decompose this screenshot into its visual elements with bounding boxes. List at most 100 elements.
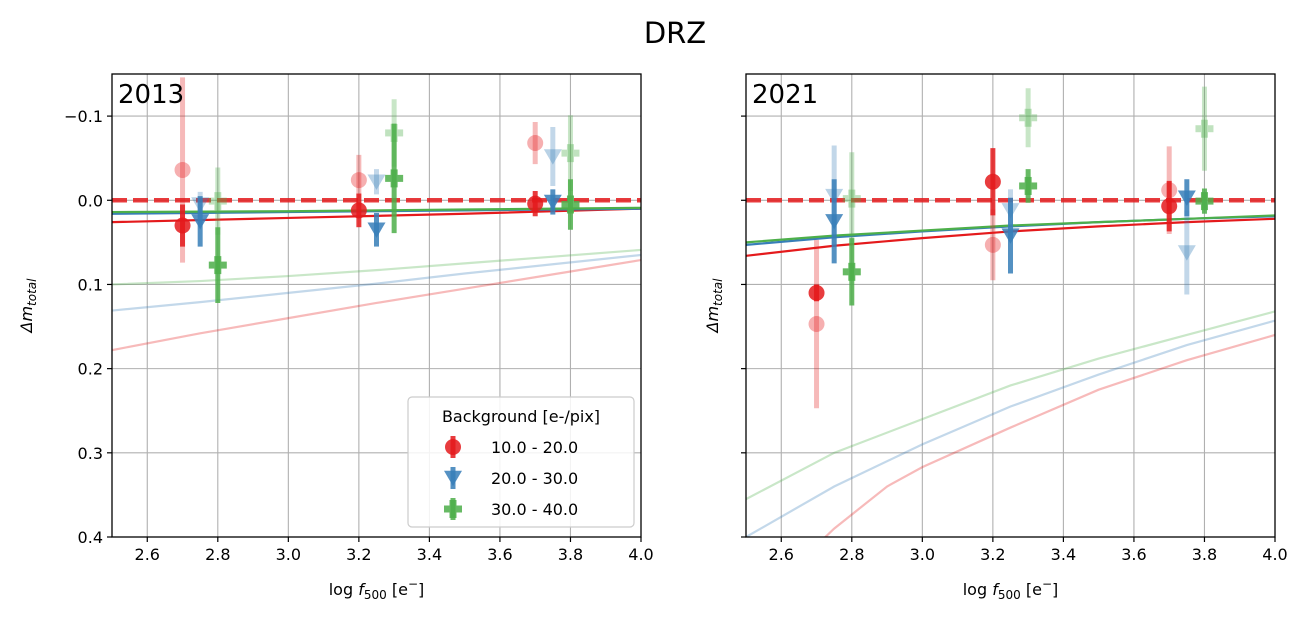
panel-2013-faint-point-0-2 [527,135,544,152]
panel-2021-point-1-2-shape [1177,190,1196,206]
panel-2021-xtick-label: 2.6 [769,545,794,564]
panel-2021-faint-point-0-0-shape [808,316,825,333]
panel-2013-ytick-label: 0.2 [78,360,103,379]
panel-2013-faint-point-1-2 [543,149,562,165]
legend-marker-2 [444,500,462,518]
panel-2013-plot-area [112,77,641,352]
panel-2021-faint-point-1-2-shape [1177,245,1196,261]
panel-2021-faint-curve-0 [823,333,1275,537]
panel-2013-faint-curve-1 [112,253,641,312]
panel-2021-xtick-label: 3.4 [1051,545,1076,564]
panel-2021-point-0-2-shape [1161,198,1178,215]
legend-marker-0 [445,439,461,455]
panel-2021-xtick-label: 4.0 [1262,545,1287,564]
panel-2021-point-0-0-shape [808,284,825,301]
panel-2021-faint-curve-2 [746,310,1275,501]
panel-2013-faint-point-0-1 [350,172,367,189]
panel-2013-xlabel-var: f [358,580,366,599]
panel-2021-faint-point-2-2 [1195,119,1214,138]
panel-2021-point-2-1-shape-v [1024,176,1032,195]
panel-2013-point-1-0 [191,214,210,230]
panel-2021-xlabel: log f500 [e−] [963,577,1059,602]
panel-2013-xtick-label: 4.0 [628,545,653,564]
panel-2013-faint-point-2-2 [561,144,580,163]
panel-2021-xtick-label: 3.8 [1192,545,1217,564]
panel-2021-point-1-2 [1177,190,1196,206]
panel-2013-year-label: 2013 [118,80,184,110]
figure-title: DRZ [644,16,706,50]
panel-2013-point-2-1 [385,169,404,188]
panel-2013-point-1-1 [367,222,386,238]
panel-2021-faint-point-2-0 [842,189,861,208]
panel-2021-point-1-1 [1001,228,1020,244]
panel-2021-faint-point-2-1-shape-h [1019,114,1038,122]
panel-2013-point-0-0-shape [174,217,191,234]
panel-2013-faint-point-1-1 [367,174,386,190]
panel-2013-faint-point-0-0-shape [174,161,191,178]
panel-2013-ytick-label: 0.0 [78,191,103,210]
panel-2021-point-1-1-shape [1001,228,1020,244]
panel-2013-xtick-label: 3.2 [346,545,371,564]
panel-2013-xtick-label: 3.6 [487,545,512,564]
panel-2013-point-2-2 [561,195,580,214]
panel-2013-xtick-label: 2.6 [135,545,160,564]
panel-2021-xtick-label: 3.0 [910,545,935,564]
panel-2013-faint-point-1-2-shape [543,149,562,165]
panel-2021-point-2-0-shape-v [848,262,856,281]
panel-2021-faint-point-2-1-shape-v [1024,108,1032,127]
panel-2021-xtick-label: 3.2 [980,545,1005,564]
panel-2013-faint-point-2-2-shape-v [566,144,574,163]
legend-box [407,396,635,528]
panel-2021-faint-point-2-0-shape-h [842,195,861,203]
panel-2013-axes-frame [111,73,642,538]
panel-2021-faint-point-0-0 [808,316,825,333]
panel-2013-point-1-0-shape [191,214,210,230]
panel-2013-point-2-0-shape-v [214,256,222,275]
panel-2021-point-0-1-shape [984,173,1001,190]
panel-2021-plot-area [746,86,1275,537]
legend-entry-2: 30.0 - 40.0 [491,500,578,519]
panel-2013-point-1-1-shape [367,222,386,238]
panel-2013-ylabel-main: Δm [17,306,36,335]
panel-2021-point-0-2 [1161,198,1178,215]
panel-2021-faint-point-2-2-shape-v [1200,119,1208,138]
panel-2013-faint-point-2-0-shape-v [214,192,222,211]
panel-2013-faint-point-0-1-shape [350,172,367,189]
panel-2013-point-1-2 [543,194,562,211]
panel-2013-xtick-label: 2.8 [205,545,230,564]
panel-2013-point-2-1-shape-v [390,169,398,188]
panel-2021-xlabel-close: ] [1052,580,1058,599]
panel-2013-ytick-label: 0.3 [78,444,103,463]
panel-2013: 2.6 2.8 3.0 3.2 3.4 3.6 3.8 4.0 −0.1 0.0 0.1 0.2 0.3… [17,73,654,602]
panel-2013-faint-point-1-1-shape [367,174,386,190]
panel-2021-faint-point-1-2 [1177,245,1196,261]
panel-2021-xlabel-sub: 500 [998,588,1021,602]
panel-2021-point-2-0 [842,262,861,281]
panel-2013-point-0-1-shape [350,202,367,219]
legend-marker-0-shape [445,439,461,455]
panel-2021-axes-frame [745,73,1276,538]
legend-entry-1: 20.0 - 30.0 [491,469,578,488]
panel-2013-point-0-1 [350,202,367,219]
panel-2021-ylabel: Δmtotal [703,278,725,335]
panel-2021-point-1-0 [825,214,844,230]
panel-2021-faint-point-2-2-shape-h [1195,125,1214,133]
panel-2013-ylabel: Δmtotal [17,278,39,335]
panel-2013-ytick-label: 0.1 [78,275,103,294]
panel-2021-xtick-label: 2.8 [839,545,864,564]
panel-2021-faint-point-0-1 [984,236,1001,253]
panel-2021-ylabel-main: Δm [703,306,722,335]
panel-2021-faint-point-0-1-shape [984,236,1001,253]
panel-2021-point-2-2-shape-v [1200,192,1208,211]
panel-2013-xlabel-sup: − [408,577,418,591]
panel-2013-faint-point-0-2-shape [527,135,544,152]
panel-2013-legend: Background [e-/pix] 10.0 - 20.0 20.0 - 30.… [407,396,635,528]
panel-2013-point-2-2-shape-v [566,195,574,214]
panel-2021-faint-point-2-1 [1019,108,1038,127]
panel-2013-faint-curve-0 [112,258,641,352]
panel-2013-faint-point-0-0 [174,161,191,178]
panel-2013-faint-point-2-0 [208,192,227,211]
panel-2021-faint-point-2-0-shape-v [848,189,856,208]
panel-2013-faint-point-2-0-shape-h [208,197,227,205]
